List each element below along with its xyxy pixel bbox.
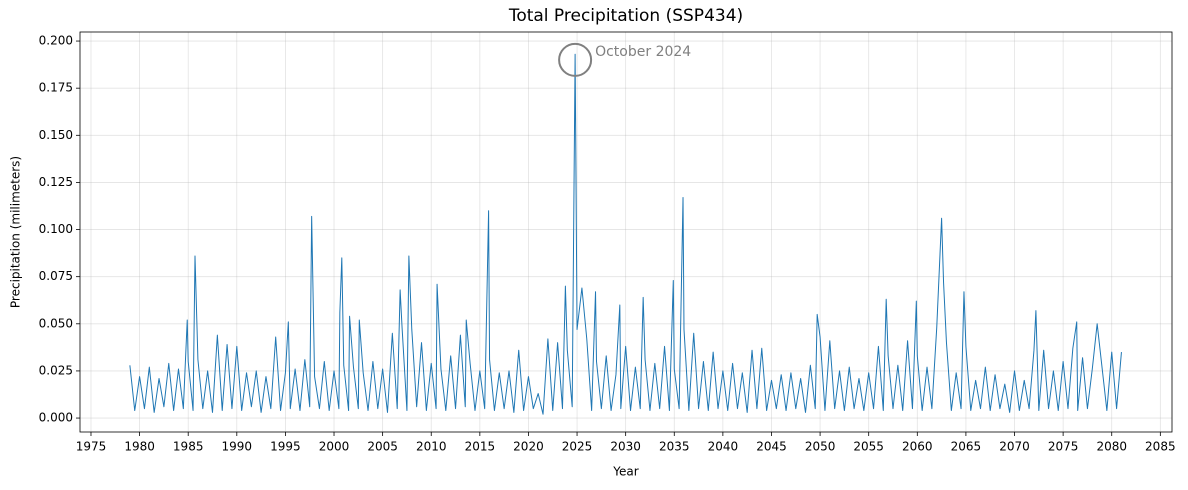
x-tick-label: 1975 [76,440,107,454]
data-line [129,53,1122,415]
x-tick-label: 2070 [999,440,1030,454]
x-tick-label: 2075 [1048,440,1079,454]
y-tick-label: 0.125 [39,175,73,189]
x-tick-label: 2065 [951,440,982,454]
chart-title: Total Precipitation (SSP434) [508,6,743,26]
x-tick-label: 2085 [1145,440,1176,454]
x-tick-label: 1980 [124,440,155,454]
x-tick-label: 2020 [513,440,544,454]
y-tick-label: 0.025 [39,363,73,377]
x-tick-label: 2035 [659,440,690,454]
plot-frame [79,31,1173,433]
x-tick-label: 2040 [708,440,739,454]
x-tick-label: 2030 [610,440,641,454]
x-tick-label: 2000 [319,440,350,454]
x-tick-label: 2045 [756,440,787,454]
x-tick-label: 2025 [562,440,593,454]
y-tick-label: 0.050 [39,316,73,330]
y-tick-label: 0.150 [39,128,73,142]
x-axis-label: Year [612,465,638,479]
x-tick-label: 1995 [270,440,301,454]
x-tick-label: 1990 [222,440,253,454]
x-tick-label: 2010 [416,440,447,454]
y-tick-label: 0.200 [39,34,73,48]
x-tick-label: 2080 [1096,440,1127,454]
x-tick-label: 2050 [805,440,836,454]
x-tick-label: 2055 [853,440,884,454]
annotation-circle [558,42,593,77]
y-axis-label: Precipitation (milimeters) [9,156,23,308]
x-tick-label: 1985 [173,440,204,454]
annotation-text: October 2024 [595,44,691,60]
y-tick-label: 0.175 [39,81,73,95]
y-tick-label: 0.100 [39,222,73,236]
x-tick-label: 2005 [367,440,398,454]
x-tick-label: 2015 [465,440,496,454]
y-tick-label: 0.075 [39,269,73,283]
x-tick-label: 2060 [902,440,933,454]
y-tick-label: 0.000 [39,411,73,425]
